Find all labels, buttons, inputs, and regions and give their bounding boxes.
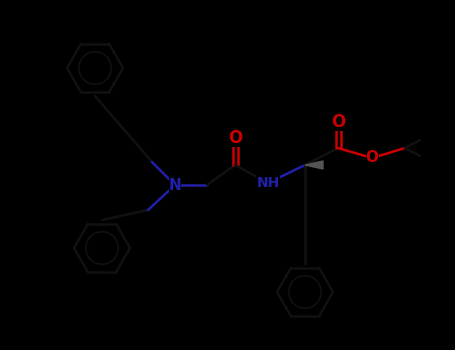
Text: O: O xyxy=(228,129,242,147)
Text: NH: NH xyxy=(256,176,280,190)
Polygon shape xyxy=(305,161,323,169)
Text: O: O xyxy=(331,113,345,131)
Text: O: O xyxy=(365,150,379,166)
Text: N: N xyxy=(169,177,182,192)
